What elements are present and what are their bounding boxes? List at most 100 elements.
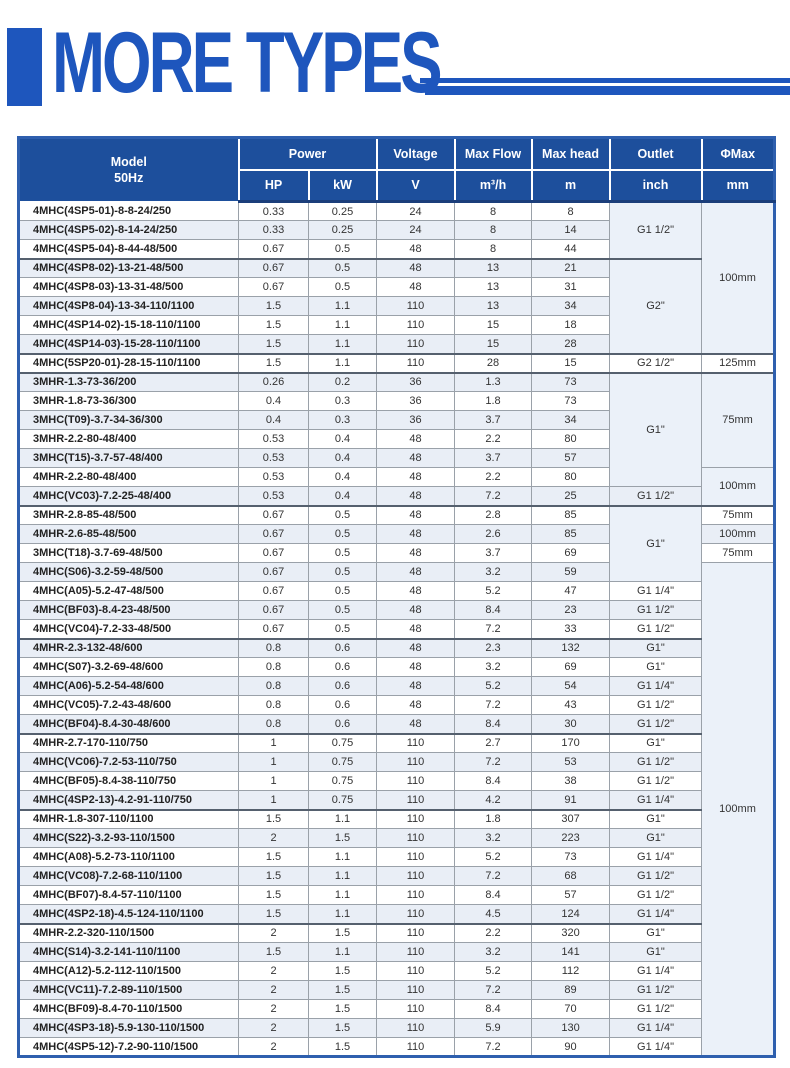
outlet-cell: G2 1/2" <box>609 352 703 373</box>
voltage-cell: 36 <box>376 371 456 392</box>
phimax-cell: 75mm <box>701 543 776 563</box>
max-head-cell: 34 <box>531 410 611 430</box>
table-row: 4MHC(BF04)-8.4-30-48/600 0.8 0.6 48 8.4 30 G1 … <box>18 714 775 734</box>
max-head-cell: 14 <box>531 220 611 240</box>
kw-cell: 1.1 <box>307 866 378 886</box>
kw-cell: 0.75 <box>307 732 378 753</box>
table-row: 4MHC(VC08)-7.2-68-110/1100 1.5 1.1 110 7.2 68… <box>18 866 775 886</box>
table-row: 4MHC(VC04)-7.2-33-48/500 0.67 0.5 48 7.2 33 G1… <box>18 619 775 639</box>
max-head-cell: 91 <box>531 790 611 810</box>
kw-cell: 0.5 <box>307 277 378 297</box>
kw-cell: 0.6 <box>307 657 378 677</box>
voltage-cell: 110 <box>376 999 456 1019</box>
table-row: 4MHC(A12)-5.2-112-110/1500 2 1.5 110 5.2 112 G… <box>18 961 775 981</box>
kw-cell: 1.5 <box>307 828 378 848</box>
voltage-cell: 36 <box>376 410 456 430</box>
voltage-cell: 110 <box>376 752 456 772</box>
voltage-cell: 48 <box>376 543 456 563</box>
table-row: 4MHC(4SP2-18)-4.5-124-110/1100 1.5 1.1 110 4… <box>18 904 775 924</box>
hp-cell: 0.8 <box>238 695 309 715</box>
hp-cell: 1 <box>238 771 309 791</box>
kw-cell: 1.1 <box>307 334 378 354</box>
hp-cell: 0.53 <box>238 429 309 449</box>
voltage-cell: 110 <box>376 732 456 753</box>
max-flow-cell: 1.8 <box>454 391 533 411</box>
kw-cell: 0.75 <box>307 790 378 810</box>
voltage-cell: 48 <box>376 714 456 734</box>
outlet-cell: G1 1/2" <box>609 486 703 506</box>
voltage-cell: 110 <box>376 296 456 316</box>
model-cell: 4MHC(A06)-5.2-54-48/600 <box>18 676 239 696</box>
max-head-cell: 80 <box>531 467 611 487</box>
hp-cell: 0.67 <box>238 581 309 601</box>
table-row: 4MHC(BF03)-8.4-23-48/500 0.67 0.5 48 8.4 23 G1… <box>18 600 775 620</box>
table-row: 4MHC(4SP5-12)-7.2-90-110/1500 2 1.5 110 7.2 9… <box>18 1037 775 1057</box>
max-flow-cell: 4.2 <box>454 790 533 810</box>
hp-cell: 0.8 <box>238 657 309 677</box>
max-flow-cell: 2.6 <box>454 524 533 544</box>
voltage-cell: 48 <box>376 467 456 487</box>
title-underline-thin <box>420 78 790 83</box>
title-accent-block <box>7 28 42 106</box>
model-cell: 4MHR-2.2-80-48/400 <box>18 467 239 487</box>
voltage-cell: 110 <box>376 980 456 1000</box>
max-head-cell: 73 <box>531 371 611 392</box>
max-flow-cell: 7.2 <box>454 1037 533 1057</box>
model-cell: 4MHR-2.3-132-48/600 <box>18 637 239 658</box>
unit-header-hp: HP <box>237 168 310 203</box>
outlet-cell: G2" <box>609 257 703 354</box>
model-cell: 3MHR-1.8-73-36/300 <box>18 391 239 411</box>
model-cell: 4MHR-2.2-320-110/1500 <box>18 922 239 943</box>
header-row-2: HP kW V m³/h m inch mm <box>19 168 776 203</box>
max-flow-cell: 8.4 <box>454 771 533 791</box>
outlet-cell: G1 1/2" <box>609 600 703 620</box>
hp-cell: 0.26 <box>238 371 309 392</box>
max-head-cell: 90 <box>531 1037 611 1057</box>
max-flow-cell: 7.2 <box>454 695 533 715</box>
max-head-cell: 31 <box>531 277 611 297</box>
voltage-cell: 110 <box>376 808 456 829</box>
max-flow-cell: 8.4 <box>454 999 533 1019</box>
kw-cell: 0.5 <box>307 239 378 259</box>
max-flow-cell: 3.7 <box>454 543 533 563</box>
max-flow-cell: 2.2 <box>454 429 533 449</box>
col-header-voltage: Voltage <box>375 136 456 171</box>
outlet-cell: G1 1/2" <box>609 695 703 715</box>
phimax-cell: 75mm <box>701 371 776 468</box>
model-cell: 4MHC(BF04)-8.4-30-48/600 <box>18 714 239 734</box>
max-flow-cell: 8 <box>454 220 533 240</box>
max-flow-cell: 15 <box>454 315 533 335</box>
hp-cell: 2 <box>238 828 309 848</box>
table-row: 4MHC(BF05)-8.4-38-110/750 1 0.75 110 8.4 38 G1… <box>18 771 775 791</box>
kw-cell: 0.25 <box>307 201 378 221</box>
unit-header-outlet: inch <box>608 168 703 203</box>
max-flow-cell: 2.2 <box>454 467 533 487</box>
table-header: Model 50Hz Power Voltage Max Flow Max he… <box>17 136 776 203</box>
max-head-cell: 70 <box>531 999 611 1019</box>
max-head-cell: 73 <box>531 391 611 411</box>
outlet-cell: G1 1/4" <box>609 904 703 924</box>
max-flow-cell: 2.3 <box>454 637 533 658</box>
max-flow-cell: 3.2 <box>454 657 533 677</box>
table-row: 3MHR-1.8-73-36/300 0.4 0.3 36 1.8 73 <box>18 391 775 411</box>
max-flow-cell: 4.5 <box>454 904 533 924</box>
phimax-cell: 75mm <box>701 504 776 525</box>
outlet-cell: G1 1/2" <box>609 999 703 1019</box>
outlet-cell: G1 1/2" <box>609 201 703 259</box>
hp-cell: 1.5 <box>238 885 309 905</box>
hp-cell: 0.67 <box>238 543 309 563</box>
voltage-cell: 48 <box>376 619 456 639</box>
max-flow-cell: 28 <box>454 352 533 373</box>
max-flow-cell: 2.8 <box>454 504 533 525</box>
max-head-cell: 124 <box>531 904 611 924</box>
hp-cell: 0.53 <box>238 467 309 487</box>
kw-cell: 1.1 <box>307 315 378 335</box>
max-flow-cell: 8.4 <box>454 600 533 620</box>
voltage-cell: 48 <box>376 448 456 468</box>
hp-cell: 1 <box>238 732 309 753</box>
model-cell: 4MHC(S07)-3.2-69-48/600 <box>18 657 239 677</box>
model-cell: 3MHR-1.3-73-36/200 <box>18 371 239 392</box>
model-cell: 3MHC(T15)-3.7-57-48/400 <box>18 448 239 468</box>
kw-cell: 0.3 <box>307 410 378 430</box>
outlet-cell: G1" <box>609 504 703 582</box>
